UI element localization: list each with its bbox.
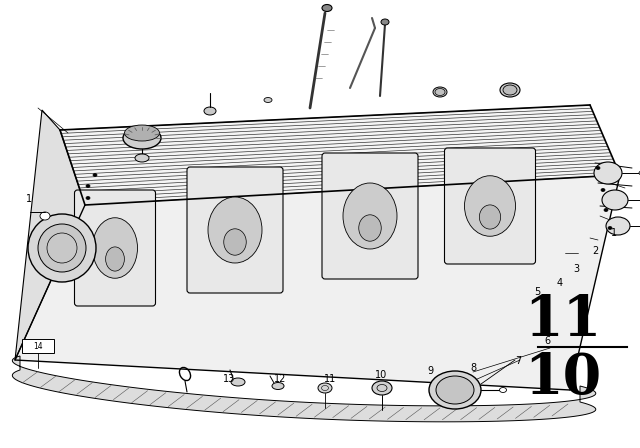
- Ellipse shape: [503, 85, 517, 95]
- Ellipse shape: [208, 197, 262, 263]
- Ellipse shape: [604, 208, 608, 211]
- Text: 12: 12: [274, 374, 287, 383]
- Ellipse shape: [38, 224, 86, 272]
- Ellipse shape: [318, 383, 332, 393]
- Text: 7: 7: [515, 356, 522, 366]
- Ellipse shape: [429, 371, 481, 409]
- Ellipse shape: [231, 378, 245, 386]
- Ellipse shape: [381, 19, 389, 25]
- FancyBboxPatch shape: [322, 153, 418, 279]
- Ellipse shape: [204, 107, 216, 115]
- Ellipse shape: [106, 247, 124, 271]
- Text: 9: 9: [427, 366, 433, 376]
- Text: 14: 14: [33, 341, 43, 350]
- Ellipse shape: [135, 154, 149, 162]
- Polygon shape: [12, 356, 596, 422]
- Text: 5: 5: [534, 287, 541, 297]
- Ellipse shape: [479, 205, 500, 229]
- Text: 13: 13: [223, 374, 236, 383]
- Ellipse shape: [123, 127, 161, 149]
- Ellipse shape: [40, 212, 50, 220]
- Text: 6: 6: [544, 336, 550, 346]
- Ellipse shape: [601, 189, 605, 191]
- Ellipse shape: [93, 218, 138, 278]
- Ellipse shape: [433, 87, 447, 97]
- Text: 8: 8: [470, 363, 477, 373]
- Ellipse shape: [606, 217, 630, 235]
- Polygon shape: [60, 105, 620, 205]
- Ellipse shape: [372, 381, 392, 395]
- Ellipse shape: [500, 83, 520, 97]
- Ellipse shape: [224, 229, 246, 255]
- Ellipse shape: [125, 125, 159, 141]
- Text: 10: 10: [374, 370, 387, 380]
- Ellipse shape: [322, 4, 332, 12]
- FancyBboxPatch shape: [187, 167, 283, 293]
- Polygon shape: [15, 110, 85, 360]
- Text: 2: 2: [592, 246, 598, 256]
- Ellipse shape: [602, 190, 628, 210]
- Text: 11: 11: [323, 374, 336, 383]
- Ellipse shape: [436, 376, 474, 404]
- Ellipse shape: [264, 98, 272, 103]
- Ellipse shape: [639, 171, 640, 175]
- Text: 1: 1: [611, 228, 618, 238]
- Text: 11: 11: [525, 293, 602, 348]
- Polygon shape: [15, 175, 620, 390]
- Ellipse shape: [343, 183, 397, 249]
- FancyBboxPatch shape: [22, 339, 54, 353]
- Ellipse shape: [28, 214, 96, 282]
- Ellipse shape: [86, 185, 90, 188]
- Ellipse shape: [594, 162, 622, 184]
- Text: 3: 3: [573, 264, 579, 274]
- Text: 4: 4: [557, 278, 563, 288]
- Ellipse shape: [499, 388, 506, 392]
- Ellipse shape: [359, 215, 381, 241]
- Ellipse shape: [608, 227, 612, 229]
- Ellipse shape: [86, 197, 90, 199]
- FancyBboxPatch shape: [74, 190, 156, 306]
- Ellipse shape: [596, 167, 600, 169]
- Ellipse shape: [465, 176, 515, 236]
- Ellipse shape: [93, 173, 97, 177]
- Text: 10: 10: [525, 351, 602, 406]
- Ellipse shape: [272, 383, 284, 389]
- Text: 1: 1: [26, 194, 32, 204]
- FancyBboxPatch shape: [445, 148, 536, 264]
